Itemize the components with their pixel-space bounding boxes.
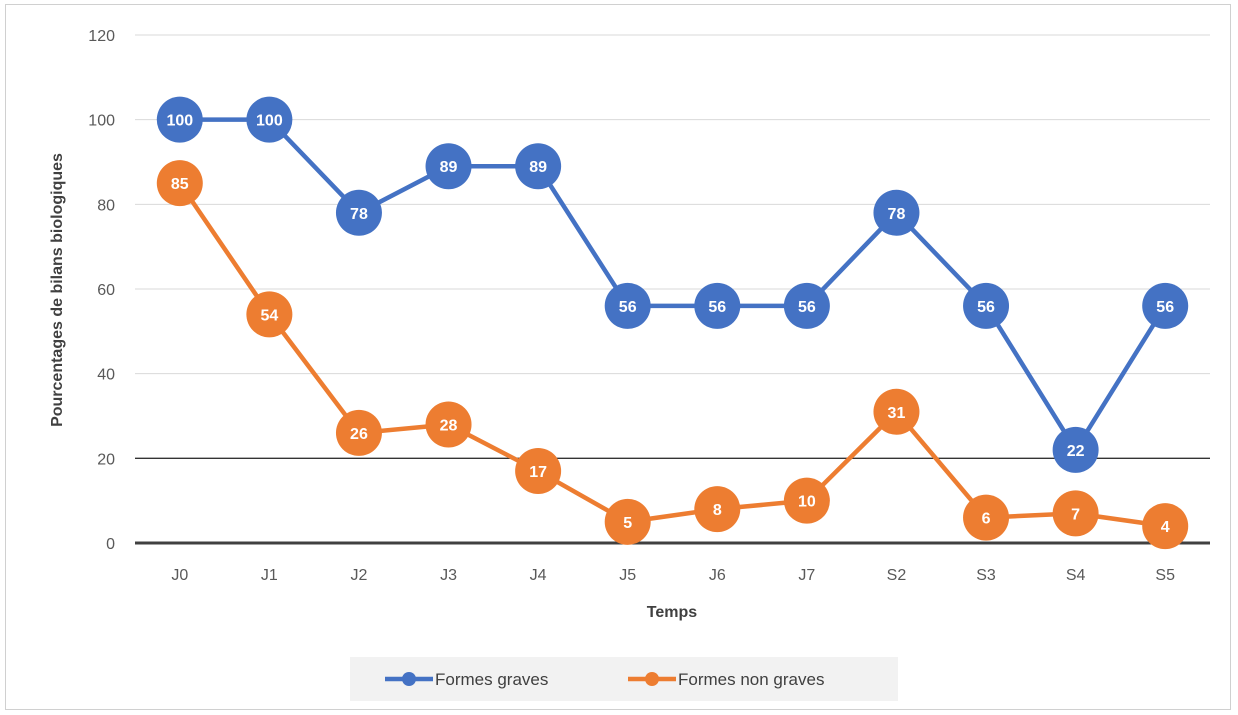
x-tick-label: J1 [261,567,278,584]
x-axis-title: Temps [647,604,697,621]
series-1: 100 100 78 89 89 56 56 56 78 56 22 56 [156,96,1189,473]
data-label: 10 [798,494,816,511]
data-label: 56 [798,299,816,316]
data-label: 7 [1071,506,1080,523]
x-tick-label: J2 [351,567,368,584]
data-label: 56 [1156,299,1174,316]
x-tick-label: J6 [709,567,726,584]
data-label: 56 [708,299,726,316]
data-point [425,143,472,190]
data-point [694,282,741,329]
y-axis-ticks: 0 20 40 60 80 100 120 [88,28,115,553]
x-tick-label: S5 [1155,567,1175,584]
y-tick-label: 20 [97,451,115,468]
data-label: 8 [713,502,722,519]
legend-box [350,657,898,701]
data-label: 17 [529,464,547,481]
data-point [694,486,741,533]
data-label: 26 [350,426,368,443]
data-label: 85 [171,176,189,193]
data-point [515,143,562,190]
series-line [179,117,1168,453]
x-tick-label: S2 [887,567,907,584]
data-label: 22 [1067,443,1085,460]
data-point [425,401,472,448]
data-point [1142,282,1189,329]
legend-marker [402,672,416,686]
data-point [515,448,562,495]
x-tick-label: J7 [798,567,815,584]
data-label: 78 [350,206,368,223]
data-point [1052,490,1099,537]
y-tick-label: 100 [88,113,115,130]
data-point [873,388,920,435]
data-point [246,96,293,143]
data-point [156,96,203,143]
data-point [156,160,203,207]
data-point [963,282,1010,329]
x-tick-label: J0 [171,567,188,584]
data-label: 78 [888,206,906,223]
y-tick-label: 60 [97,282,115,299]
x-axis-ticks: J0 J1 J2 J3 J4 J5 J6 J7 S2 S3 S4 S5 [171,567,1175,584]
data-point [604,282,651,329]
x-tick-label: S4 [1066,567,1086,584]
data-label: 6 [982,511,991,528]
data-label: 5 [623,515,632,532]
x-tick-label: S3 [976,567,996,584]
x-tick-label: J4 [530,567,547,584]
data-point [783,282,830,329]
legend-item: Formes graves [385,670,548,689]
data-label: 4 [1161,519,1170,536]
data-point [335,409,382,456]
data-label: 89 [440,159,458,176]
legend-marker [645,672,659,686]
data-label: 89 [529,159,547,176]
legend-item: Formes non graves [628,670,824,689]
y-tick-label: 0 [106,536,115,553]
data-point [1142,503,1189,550]
x-tick-label: J5 [619,567,636,584]
gridlines [135,34,1210,545]
x-tick-label: J3 [440,567,457,584]
data-point [963,494,1010,541]
y-tick-label: 40 [97,367,115,384]
data-label: 28 [440,417,458,434]
data-point [246,291,293,338]
data-point [335,189,382,236]
series-layer: 100 100 78 89 89 56 56 56 78 56 22 56 85 54 26 28 17 5 8 10… [156,96,1189,550]
data-point [604,498,651,545]
data-label: 54 [260,307,278,324]
series-2: 85 54 26 28 17 5 8 10 31 6 7 4 [156,160,1189,550]
legend-label: Formes graves [435,670,548,689]
data-label: 100 [166,113,193,130]
data-point [873,189,920,236]
y-tick-label: 80 [97,197,115,214]
y-axis-title: Pourcentages de bilans biologiques [49,153,66,427]
y-tick-label: 120 [88,28,115,45]
data-label: 56 [977,299,995,316]
legend-label: Formes non graves [678,670,824,689]
data-label: 100 [256,113,283,130]
data-point [783,477,830,524]
data-point [1052,426,1099,473]
data-label: 31 [888,405,906,422]
legend: Formes graves Formes non graves [350,657,898,701]
data-label: 56 [619,299,637,316]
